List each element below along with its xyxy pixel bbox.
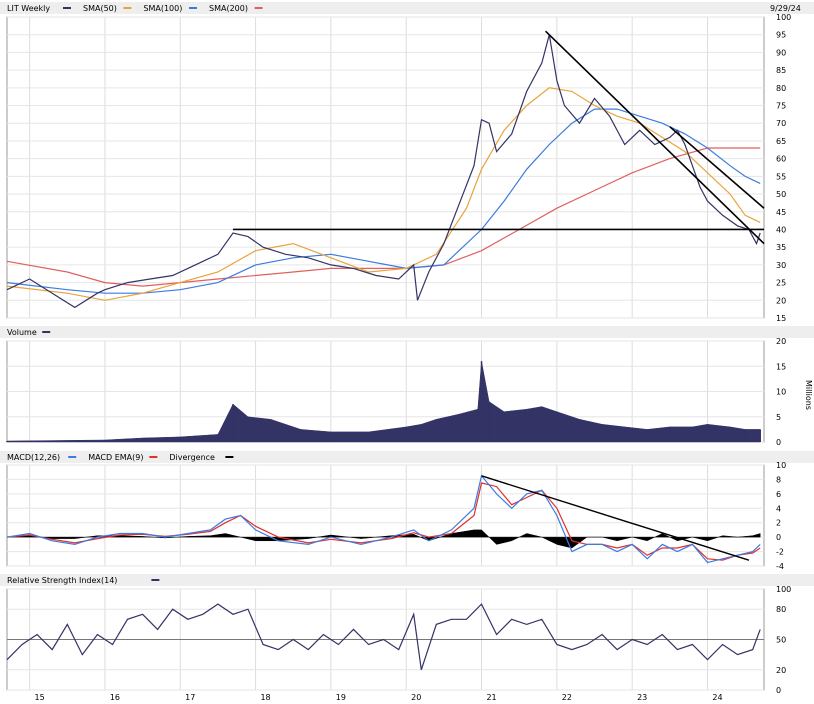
- price-y-tick-label: 90: [776, 48, 786, 57]
- price-y-tick-label: 35: [776, 243, 786, 252]
- volume-y-tick-label: 5: [776, 413, 781, 422]
- rsi-y-tick-label: 20: [776, 666, 786, 675]
- price-y-tick-label: 85: [776, 66, 786, 75]
- price-y-tick-label: 60: [776, 155, 786, 164]
- price-legend-label: LIT Weekly: [7, 4, 50, 13]
- volume-y-tick-label: 10: [776, 388, 786, 397]
- macd-frame: [6, 464, 765, 567]
- price-series-line: [6, 87, 761, 301]
- macd-y-tick-label: -2: [776, 548, 784, 557]
- rsi-series-line: [6, 603, 761, 670]
- price-y-tick-label: 75: [776, 102, 786, 111]
- volume-header-bar: [0, 326, 814, 338]
- price-y-tick-label: 100: [776, 13, 791, 22]
- x-axis-year-label: 19: [336, 693, 346, 702]
- x-axis-year-label: 21: [486, 693, 496, 702]
- rsi-y-tick-label: 100: [776, 585, 791, 594]
- x-axis-year-label: 15: [35, 693, 45, 702]
- price-y-tick-label: 80: [776, 84, 786, 93]
- price-y-tick-label: 95: [776, 31, 786, 40]
- x-axis-year-label: 22: [562, 693, 572, 702]
- price-legend-label: SMA(50): [83, 4, 117, 13]
- macd-y-tick-label: 4: [776, 504, 781, 513]
- volume-unit-label: Millions: [804, 380, 813, 410]
- price-series-line: [6, 108, 761, 294]
- price-date-label: 9/29/24: [770, 4, 801, 13]
- macd-legend-label: MACD(12,26): [7, 453, 60, 462]
- price-header-bar: [0, 2, 814, 14]
- price-y-tick-label: 40: [776, 225, 786, 234]
- rsi-y-tick-label: 0: [776, 686, 781, 695]
- price-y-tick-label: 50: [776, 190, 786, 199]
- rsi-y-tick-label: 50: [776, 636, 786, 645]
- macd-y-tick-label: 0: [776, 533, 781, 542]
- volume-y-tick-label: 0: [776, 438, 781, 447]
- price-legend-label: SMA(200): [209, 4, 248, 13]
- macd-y-tick-label: 6: [776, 490, 781, 499]
- price-trendline: [545, 30, 765, 245]
- macd-divergence-area: [6, 529, 761, 549]
- macd-y-tick-label: 2: [776, 519, 781, 528]
- macd-trendline: [481, 475, 750, 561]
- price-y-tick-label: 65: [776, 137, 786, 146]
- macd-legend-label: Divergence: [169, 453, 215, 462]
- price-y-tick-label: 20: [776, 296, 786, 305]
- price-y-tick-label: 55: [776, 172, 786, 181]
- x-axis-year-label: 18: [260, 693, 270, 702]
- volume-legend-label: Volume: [7, 328, 37, 337]
- macd-y-tick-label: 10: [776, 461, 786, 470]
- volume-y-tick-label: 15: [776, 362, 786, 371]
- macd-y-tick-label: 8: [776, 475, 781, 484]
- macd-y-tick-label: -4: [776, 562, 784, 571]
- price-frame: [6, 16, 765, 319]
- x-axis-year-label: 23: [637, 693, 647, 702]
- x-axis-year-label: 16: [110, 693, 120, 702]
- macd-series-line: [6, 474, 761, 564]
- price-y-tick-label: 25: [776, 279, 786, 288]
- macd-legend-label: MACD EMA(9): [88, 453, 143, 462]
- price-y-tick-label: 15: [776, 314, 786, 323]
- x-axis-year-label: 17: [185, 693, 195, 702]
- x-axis-year-label: 24: [712, 693, 722, 702]
- rsi-legend-label: Relative Strength Index(14): [7, 576, 117, 585]
- rsi-header-bar: [0, 574, 814, 586]
- macd-header-bar: [0, 451, 814, 463]
- volume-y-tick-label: 20: [776, 337, 786, 346]
- price-y-tick-label: 30: [776, 261, 786, 270]
- price-trendline: [669, 126, 765, 209]
- rsi-y-tick-label: 80: [776, 605, 786, 614]
- x-axis-year-label: 20: [411, 693, 421, 702]
- price-y-tick-label: 70: [776, 119, 786, 128]
- price-legend-label: SMA(100): [143, 4, 182, 13]
- price-y-tick-label: 45: [776, 208, 786, 217]
